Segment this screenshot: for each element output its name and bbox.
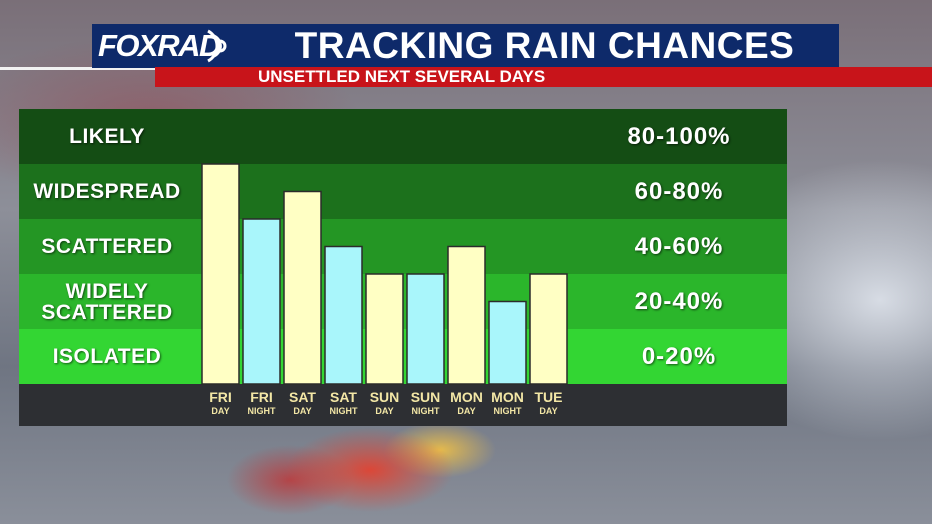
page-title: TRACKING RAIN CHANCES — [294, 25, 795, 66]
band-range: 80-100% — [627, 122, 731, 150]
x-tick-period: DAY — [293, 406, 311, 416]
x-tick-period: DAY — [539, 406, 557, 416]
logo-text: FOXRAD — [98, 28, 221, 63]
band-range: 60-80% — [634, 177, 724, 205]
x-tick-period: DAY — [457, 406, 475, 416]
band-widespread: WIDESPREAD 60-80% — [19, 164, 787, 219]
x-tick-day: FRI — [209, 389, 232, 405]
x-tick-period: NIGHT — [330, 406, 359, 416]
x-tick-day: SUN — [411, 389, 441, 405]
band-label: SCATTERED — [41, 235, 173, 258]
bar-sat-day — [283, 190, 322, 385]
band-range: 40-60% — [634, 232, 724, 260]
x-axis-strip — [19, 384, 787, 426]
x-tick-day: SAT — [330, 389, 357, 405]
band-scattered: SCATTERED 40-60% — [19, 219, 787, 274]
rain-chance-chart: FRIDAYFRINIGHTSATDAYSATNIGHTSUNDAYSUNNIG… — [201, 163, 568, 416]
x-tick-period: DAY — [375, 406, 393, 416]
header-accent-line — [0, 67, 155, 70]
bar-mon-day — [447, 245, 486, 385]
rain-chance-panel: LIKELY 80-100% WIDESPREAD 60-80% SCATTERED 40… — [19, 109, 787, 426]
x-tick-day: MON — [491, 389, 524, 405]
foxrad-logo: FOXRAD — [92, 24, 240, 68]
x-tick-period: DAY — [211, 406, 229, 416]
x-tick-day: SAT — [289, 389, 316, 405]
x-tick-day: FRI — [250, 389, 273, 405]
band-label: ISOLATED — [52, 345, 162, 368]
band-label: WIDELY SCATTERED — [41, 279, 173, 324]
x-tick-period: NIGHT — [494, 406, 523, 416]
bar-sun-day — [365, 273, 404, 385]
x-tick-period: NIGHT — [248, 406, 277, 416]
band-likely: LIKELY 80-100% — [19, 109, 787, 164]
band-range: 20-40% — [634, 287, 724, 315]
x-tick-period: NIGHT — [412, 406, 441, 416]
bar-tue-day — [529, 273, 568, 385]
band-label: LIKELY — [69, 125, 145, 148]
bar-fri-day — [201, 163, 240, 385]
x-tick-day: MON — [450, 389, 483, 405]
bar-fri-night — [242, 218, 281, 385]
x-tick-day: TUE — [535, 389, 563, 405]
page-subtitle: UNSETTLED NEXT SEVERAL DAYS — [258, 67, 546, 86]
bar-sat-night — [324, 245, 363, 385]
bar-mon-night — [488, 300, 527, 385]
band-label: WIDESPREAD — [33, 180, 181, 203]
x-tick-day: SUN — [370, 389, 400, 405]
band-range: 0-20% — [641, 342, 717, 370]
bar-sun-night — [406, 273, 445, 385]
radar-arcs-icon — [207, 29, 227, 63]
subtitle-bar — [155, 67, 932, 87]
